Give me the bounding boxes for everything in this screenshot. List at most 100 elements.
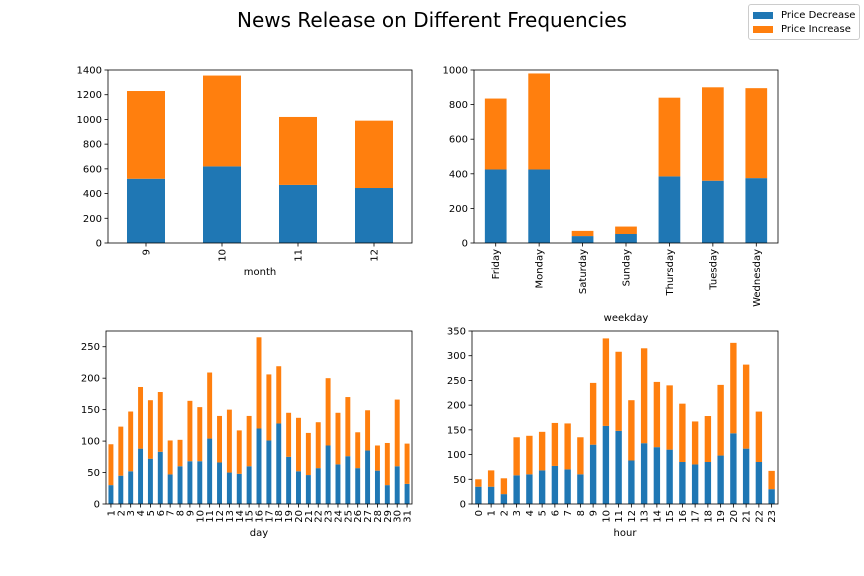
- y-tick-label: 0: [462, 239, 468, 250]
- bar-hour-22-decrease: [755, 461, 763, 504]
- bar-hour-1-increase: [487, 470, 495, 487]
- bar-day-4-decrease: [138, 448, 144, 504]
- chart-panel-month: 9 10 11 12 0 200 400 600 800 1000 1200 1400 month: [77, 66, 413, 278]
- bar-day-11-decrease: [207, 438, 213, 504]
- bar-hour-14-decrease: [653, 447, 661, 504]
- bar-hour-3-decrease: [513, 475, 520, 504]
- bar-month-11-decrease: [279, 184, 317, 243]
- bar-hour-4-decrease: [526, 474, 533, 504]
- bar-day-24-decrease: [335, 464, 341, 504]
- legend-entry-decrease: Price Decrease: [753, 9, 855, 21]
- bar-hour-10-decrease: [602, 425, 610, 504]
- x-tick-label: 16: [678, 510, 689, 523]
- bar-hour-22-increase: [755, 411, 763, 462]
- y-tick-label: 200: [83, 214, 102, 225]
- bar-hour-2-decrease: [500, 494, 508, 504]
- bar-hour-23-increase: [768, 470, 775, 490]
- x-tick-label: 14: [235, 510, 246, 523]
- x-tick-label: 7: [166, 510, 177, 516]
- x-tick-label: 22: [754, 510, 765, 523]
- bar-day-2-decrease: [118, 475, 124, 504]
- bar-day-13-increase: [226, 409, 232, 473]
- x-tick-label: 13: [225, 510, 236, 523]
- x-tick-label: 4: [525, 510, 536, 516]
- x-tick-label: 12: [627, 510, 638, 523]
- bar-hour-0-increase: [475, 479, 482, 487]
- bar-hour-12-increase: [628, 400, 635, 461]
- bar-weekday-Sunday-decrease: [615, 234, 637, 243]
- bar-day-26-increase: [355, 432, 361, 469]
- bar-hour-9-increase: [589, 382, 597, 445]
- x-tick-label: 25: [343, 510, 354, 523]
- x-tick-label: 17: [264, 510, 275, 523]
- bar-day-17-decrease: [266, 440, 272, 504]
- bar-day-10-decrease: [197, 461, 203, 504]
- x-tick-label: 12: [370, 249, 381, 262]
- bar-weekday-Friday-increase: [484, 98, 507, 170]
- y-tick-label: 100: [447, 450, 466, 461]
- bar-day-3-increase: [128, 411, 134, 472]
- bar-day-30-increase: [394, 399, 400, 467]
- bar-weekday-Thursday-increase: [658, 97, 681, 177]
- legend: Price Decrease Price Increase: [748, 4, 860, 40]
- bar-day-12-decrease: [217, 462, 222, 504]
- bar-hour-17-increase: [691, 421, 699, 465]
- axes-frame: [105, 330, 413, 505]
- bar-hour-12-decrease: [628, 460, 635, 504]
- x-tick-label: 12: [215, 510, 226, 523]
- bar-month-11-increase: [279, 116, 317, 185]
- legend-label-increase: Price Increase: [781, 23, 851, 35]
- x-tick-label: 24: [333, 510, 344, 523]
- x-tick-label: 11: [614, 510, 625, 523]
- y-tick-label: 200: [449, 204, 468, 215]
- bar-day-31-increase: [404, 443, 410, 484]
- x-tick-label: 1: [106, 510, 117, 516]
- x-tick-label: 19: [716, 510, 727, 523]
- bar-hour-18-increase: [704, 416, 712, 462]
- x-tick-label: 6: [156, 510, 167, 516]
- y-tick-label: 250: [447, 376, 466, 387]
- bar-hour-11-increase: [615, 351, 622, 431]
- bar-hour-21-decrease: [742, 448, 750, 504]
- bar-day-14-decrease: [236, 473, 242, 504]
- x-tick-label: 17: [691, 510, 702, 523]
- bar-day-14-increase: [236, 430, 242, 474]
- bar-day-31-decrease: [404, 483, 410, 504]
- bar-weekday-Monday-decrease: [528, 169, 550, 243]
- x-tick-label: 15: [245, 510, 256, 523]
- x-tick-label: 15: [665, 510, 676, 523]
- x-tick-label: Wednesday: [752, 249, 763, 307]
- x-tick-label: 21: [304, 510, 315, 523]
- bar-hour-19-increase: [717, 384, 724, 456]
- y-tick-label: 0: [460, 500, 466, 511]
- x-tick-label: Monday: [535, 249, 546, 289]
- x-tick-label: 10: [218, 249, 229, 262]
- bar-day-18-increase: [276, 366, 282, 424]
- y-tick-label: 150: [447, 425, 466, 436]
- x-tick-label: 5: [538, 510, 549, 516]
- x-tick-label: 16: [255, 510, 266, 523]
- bar-hour-5-increase: [538, 431, 546, 471]
- y-tick-label: 200: [81, 374, 100, 385]
- bar-day-23-decrease: [325, 445, 331, 504]
- x-tick-label: 23: [324, 510, 335, 523]
- bar-hour-7-decrease: [564, 469, 571, 504]
- bar-day-28-decrease: [374, 470, 380, 504]
- y-tick-label: 250: [81, 342, 100, 353]
- bar-hour-10-increase: [602, 338, 610, 426]
- legend-swatch-decrease: [753, 11, 773, 19]
- bar-day-13-decrease: [226, 472, 232, 504]
- bar-month-10-increase: [203, 75, 241, 167]
- bar-day-11-increase: [207, 372, 213, 439]
- bar-day-10-increase: [197, 407, 203, 462]
- y-tick-label: 600: [83, 164, 102, 175]
- y-tick-label: 350: [447, 327, 466, 338]
- chart-panel-day: 1234567891011121314151617181920212223242…: [81, 330, 414, 539]
- y-tick-label: 400: [83, 189, 102, 200]
- bar-hour-2-increase: [500, 478, 508, 495]
- bar-hour-7-increase: [564, 423, 571, 470]
- x-tick-label: 6: [550, 510, 561, 516]
- y-tick-label: 1000: [443, 66, 468, 77]
- bar-day-5-decrease: [147, 458, 153, 504]
- bar-day-6-increase: [157, 392, 163, 452]
